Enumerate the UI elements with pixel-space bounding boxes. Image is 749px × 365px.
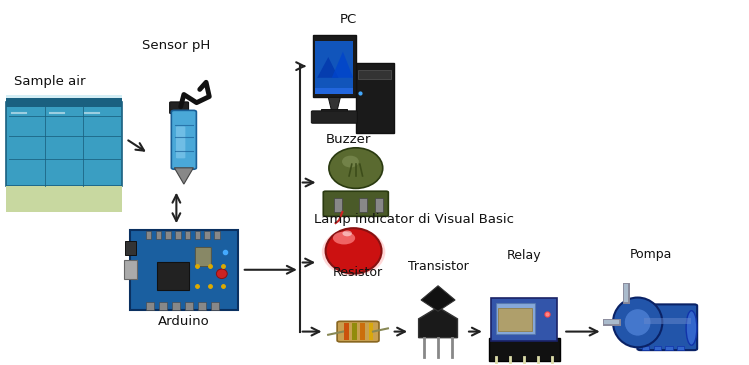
FancyBboxPatch shape — [146, 231, 151, 239]
Text: Pompa: Pompa — [630, 248, 673, 261]
FancyBboxPatch shape — [125, 241, 136, 255]
FancyBboxPatch shape — [175, 231, 181, 239]
Text: Relay: Relay — [507, 250, 542, 262]
Polygon shape — [332, 51, 354, 78]
FancyBboxPatch shape — [677, 346, 685, 350]
FancyBboxPatch shape — [637, 304, 697, 350]
FancyBboxPatch shape — [358, 70, 391, 79]
FancyBboxPatch shape — [374, 197, 383, 212]
FancyBboxPatch shape — [159, 302, 166, 310]
Ellipse shape — [322, 228, 385, 276]
Polygon shape — [419, 307, 458, 338]
FancyBboxPatch shape — [198, 302, 205, 310]
FancyBboxPatch shape — [644, 318, 691, 324]
FancyBboxPatch shape — [337, 321, 379, 342]
Ellipse shape — [342, 155, 359, 168]
Polygon shape — [421, 286, 455, 311]
FancyBboxPatch shape — [345, 323, 349, 341]
FancyBboxPatch shape — [321, 110, 348, 117]
Ellipse shape — [613, 297, 662, 347]
Text: Buzzer: Buzzer — [326, 133, 371, 146]
FancyBboxPatch shape — [360, 323, 366, 341]
FancyBboxPatch shape — [654, 346, 661, 350]
FancyBboxPatch shape — [185, 231, 190, 239]
FancyBboxPatch shape — [172, 302, 180, 310]
FancyBboxPatch shape — [313, 35, 356, 97]
FancyBboxPatch shape — [6, 97, 122, 107]
FancyBboxPatch shape — [146, 302, 154, 310]
FancyBboxPatch shape — [315, 41, 354, 94]
Ellipse shape — [333, 232, 355, 245]
Ellipse shape — [624, 308, 651, 336]
FancyBboxPatch shape — [356, 62, 395, 134]
Text: PC: PC — [340, 13, 357, 26]
FancyBboxPatch shape — [315, 88, 354, 94]
FancyBboxPatch shape — [185, 302, 192, 310]
FancyBboxPatch shape — [130, 230, 238, 310]
FancyBboxPatch shape — [360, 197, 367, 212]
FancyBboxPatch shape — [369, 323, 373, 341]
FancyBboxPatch shape — [195, 231, 200, 239]
Polygon shape — [317, 57, 339, 78]
FancyBboxPatch shape — [488, 338, 560, 361]
FancyBboxPatch shape — [214, 231, 219, 239]
FancyBboxPatch shape — [124, 260, 137, 279]
Text: Arduino: Arduino — [158, 315, 210, 328]
FancyBboxPatch shape — [6, 186, 122, 212]
FancyBboxPatch shape — [172, 110, 196, 169]
FancyBboxPatch shape — [170, 102, 189, 114]
Text: Transistor: Transistor — [407, 260, 468, 273]
FancyBboxPatch shape — [204, 231, 210, 239]
Text: Sample air: Sample air — [13, 75, 85, 88]
FancyBboxPatch shape — [211, 302, 219, 310]
FancyBboxPatch shape — [498, 308, 532, 331]
FancyBboxPatch shape — [496, 303, 535, 334]
FancyBboxPatch shape — [195, 247, 211, 266]
FancyBboxPatch shape — [491, 299, 557, 341]
FancyBboxPatch shape — [176, 126, 185, 158]
FancyBboxPatch shape — [312, 111, 357, 123]
FancyBboxPatch shape — [157, 262, 189, 290]
Polygon shape — [328, 97, 340, 112]
Text: Sensor pH: Sensor pH — [142, 39, 210, 51]
Ellipse shape — [342, 230, 352, 236]
Text: Resistor: Resistor — [333, 266, 383, 279]
FancyBboxPatch shape — [334, 197, 342, 212]
Ellipse shape — [329, 148, 383, 188]
FancyBboxPatch shape — [324, 191, 388, 216]
FancyBboxPatch shape — [166, 231, 171, 239]
Ellipse shape — [216, 269, 227, 278]
FancyBboxPatch shape — [6, 95, 122, 212]
Text: Lamp indicator di Visual Basic: Lamp indicator di Visual Basic — [315, 213, 515, 226]
FancyBboxPatch shape — [6, 102, 122, 186]
Ellipse shape — [686, 311, 697, 345]
FancyBboxPatch shape — [156, 231, 161, 239]
FancyBboxPatch shape — [665, 346, 673, 350]
Polygon shape — [175, 168, 193, 184]
Ellipse shape — [326, 228, 381, 273]
FancyBboxPatch shape — [642, 346, 649, 350]
FancyBboxPatch shape — [352, 323, 357, 341]
